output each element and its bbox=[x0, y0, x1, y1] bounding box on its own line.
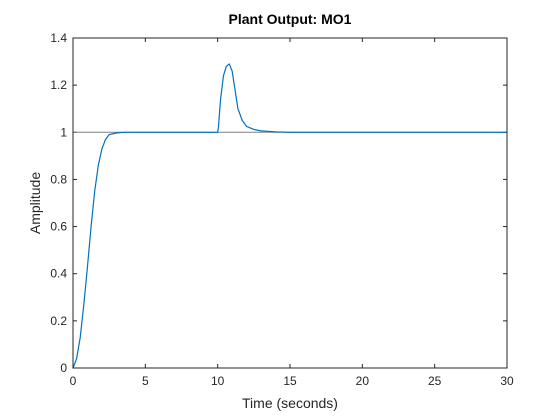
x-tick-label: 0 bbox=[70, 374, 77, 388]
x-axis-label: Time (seconds) bbox=[242, 395, 338, 411]
y-tick-label: 1 bbox=[60, 125, 67, 139]
plot-area-background bbox=[73, 38, 507, 368]
y-tick-label: 1.4 bbox=[50, 31, 67, 45]
x-axis-ticks: 0 5 10 15 20 25 30 bbox=[70, 38, 514, 388]
x-tick-label: 20 bbox=[356, 374, 370, 388]
y-tick-label: 1.2 bbox=[50, 78, 67, 92]
plot-area-frame bbox=[72, 37, 508, 369]
x-tick-label: 30 bbox=[500, 374, 514, 388]
x-tick-label: 25 bbox=[428, 374, 442, 388]
y-tick-label: 0 bbox=[60, 361, 67, 375]
series-layer bbox=[72, 63, 508, 369]
x-tick-label: 10 bbox=[211, 374, 225, 388]
y-tick-label: 0.4 bbox=[50, 267, 67, 281]
y-tick-label: 0.2 bbox=[50, 314, 67, 328]
y-axis-label: Amplitude bbox=[27, 172, 43, 234]
x-tick-label: 15 bbox=[283, 374, 297, 388]
y-tick-label: 0.6 bbox=[50, 220, 67, 234]
y-axis-ticks: 0 0.2 0.4 0.6 0.8 1 1.2 1.4 bbox=[50, 31, 507, 375]
series-line bbox=[72, 63, 508, 369]
chart-title: Plant Output: MO1 bbox=[229, 11, 352, 27]
y-tick-label: 0.8 bbox=[50, 172, 67, 186]
x-tick-label: 5 bbox=[142, 374, 149, 388]
